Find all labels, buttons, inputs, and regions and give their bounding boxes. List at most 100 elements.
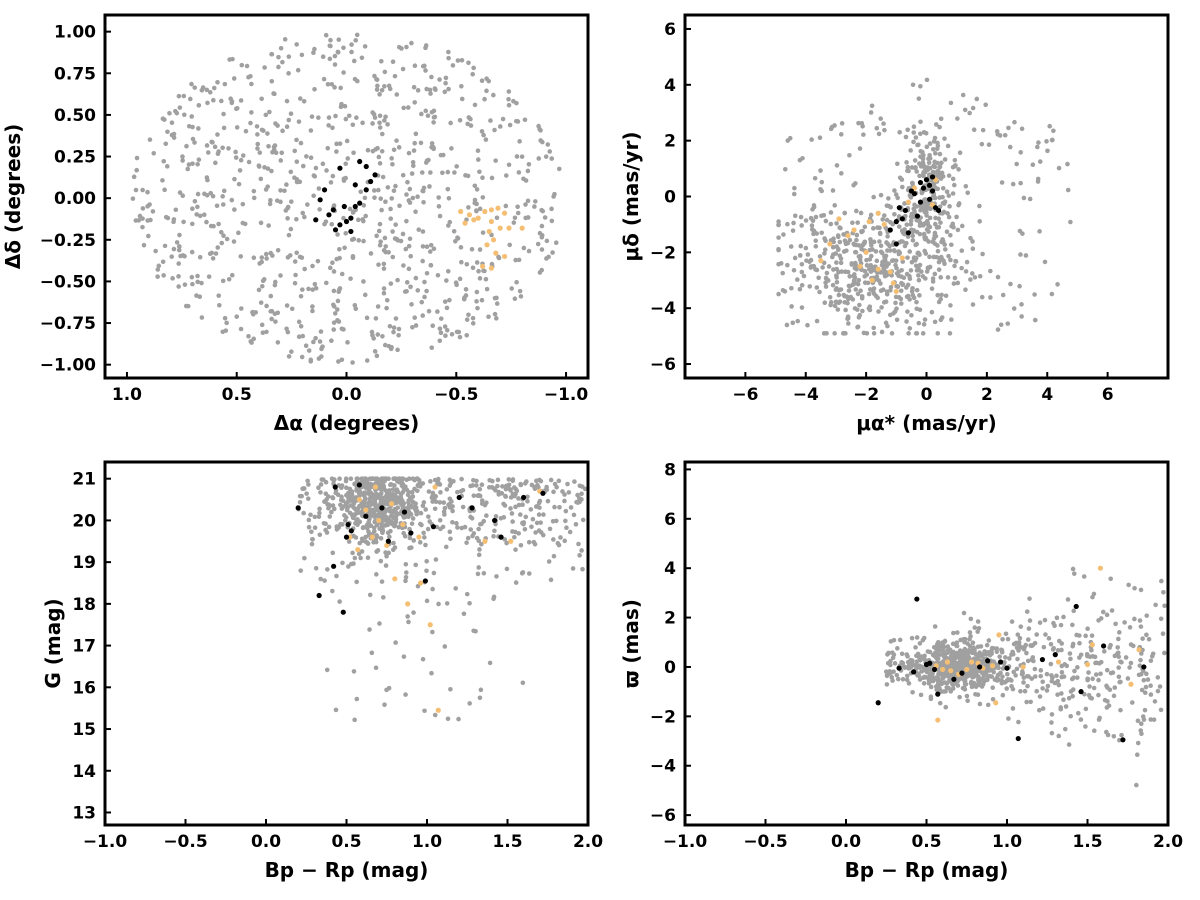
field-star-point [393, 510, 399, 516]
field-star-point [423, 108, 429, 114]
field-star-point [181, 219, 186, 225]
field-star-point [432, 114, 438, 120]
field-star-point [868, 242, 874, 248]
cluster-a-point [914, 213, 921, 219]
field-star-point [319, 346, 324, 352]
field-star-point [442, 505, 448, 511]
field-star-point [317, 510, 322, 516]
field-star-point [900, 677, 906, 682]
field-star-point [377, 92, 382, 97]
field-star-point [302, 266, 307, 272]
field-star-point [471, 477, 476, 483]
y-tick-label: −4 [650, 299, 676, 319]
cluster-b-point [893, 288, 899, 295]
field-star-point [851, 241, 856, 247]
field-star-point [316, 356, 322, 361]
field-star-point [299, 354, 305, 360]
cluster-b-point [388, 501, 395, 507]
field-star-point [513, 529, 518, 535]
y-tick-label: 19 [72, 553, 96, 573]
field-star-point [830, 244, 836, 250]
field-star-point [1049, 291, 1055, 297]
field-star-point [823, 218, 829, 224]
field-star-point [390, 254, 396, 260]
field-star-point [222, 315, 228, 321]
field-star-point [415, 194, 420, 200]
field-star-point [859, 294, 865, 299]
field-star-point [871, 286, 877, 291]
field-star-point [1141, 677, 1147, 683]
field-star-point [312, 86, 317, 92]
field-star-point [1065, 161, 1070, 167]
field-star-point [908, 218, 914, 224]
field-star-point [971, 656, 977, 661]
cluster-b-point [948, 668, 954, 674]
field-star-point [945, 211, 950, 216]
field-star-point [334, 256, 340, 262]
field-star-point [362, 496, 368, 502]
field-star-point [500, 116, 506, 122]
field-star-point [455, 236, 461, 241]
field-star-point [344, 138, 350, 144]
field-star-point [285, 216, 290, 221]
field-star-point [917, 657, 923, 663]
cluster-b-point [488, 265, 494, 271]
field-star-point [347, 206, 353, 212]
x-tick-label: −0.5 [434, 385, 478, 405]
field-star-point [215, 245, 221, 250]
field-star-point [970, 302, 976, 307]
field-star-point [1035, 144, 1040, 150]
cluster-a-point [321, 187, 328, 193]
field-star-point [428, 170, 433, 175]
field-star-point [546, 559, 552, 564]
field-star-point [961, 636, 966, 642]
field-star-point [972, 625, 978, 630]
field-star-point [313, 565, 319, 571]
field-star-point [1068, 713, 1073, 719]
field-star-point [176, 274, 181, 279]
field-star-point [908, 214, 914, 220]
field-star-point [491, 534, 496, 539]
field-star-point [939, 254, 944, 260]
field-star-point [895, 161, 900, 167]
field-star-point [1132, 616, 1137, 622]
field-star-point [475, 305, 480, 311]
field-star-point [957, 694, 962, 700]
field-star-point [1019, 302, 1024, 307]
field-star-point [466, 312, 471, 318]
field-star-point [940, 194, 945, 200]
field-star-point [1116, 674, 1122, 680]
field-star-point [358, 555, 363, 561]
y-tick-label: 0.00 [54, 189, 96, 209]
field-star-point [942, 157, 948, 162]
field-star-point [963, 269, 969, 274]
cluster-b-point [466, 212, 473, 218]
field-star-point [1024, 674, 1030, 679]
field-star-point [400, 172, 406, 178]
field-star-point [917, 161, 922, 166]
cluster-a-point [896, 205, 902, 211]
field-star-point [543, 154, 549, 159]
field-star-point [506, 102, 512, 108]
field-star-point [494, 574, 499, 579]
field-star-point [382, 118, 387, 123]
field-star-point [1019, 314, 1024, 319]
field-star-point [871, 325, 876, 331]
field-star-point [830, 188, 836, 193]
field-star-point [267, 109, 272, 115]
field-star-point [199, 280, 204, 286]
field-star-point [376, 187, 381, 193]
field-star-point [909, 635, 915, 641]
field-star-point [1025, 658, 1031, 664]
y-tick-label: −0.25 [40, 231, 96, 251]
field-star-point [817, 135, 823, 141]
field-star-point [386, 506, 391, 512]
field-star-point [354, 476, 360, 481]
field-star-point [276, 54, 281, 60]
field-star-point [150, 209, 156, 214]
field-star-point [904, 319, 909, 324]
field-star-point [800, 155, 805, 161]
x-tick-label: 1.5 [1072, 832, 1102, 852]
field-star-point [350, 122, 356, 128]
field-star-point [983, 102, 988, 108]
